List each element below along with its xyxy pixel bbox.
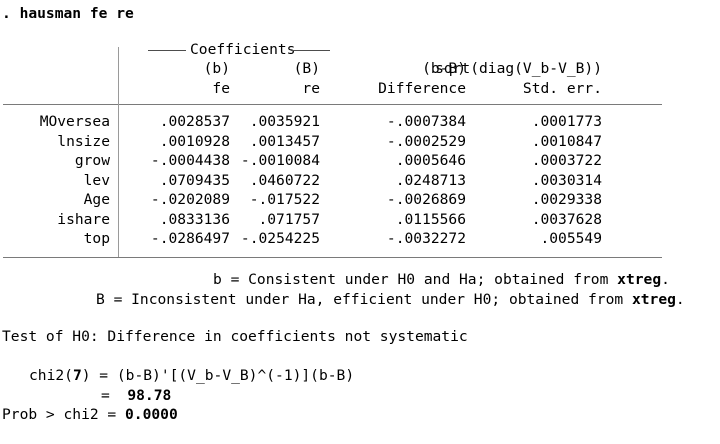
- cell-std-err: .0037628: [531, 210, 602, 228]
- header-capital-b-2: re: [302, 80, 320, 97]
- cell-difference: .0248713: [395, 171, 466, 189]
- table-header-row-2: fe re Difference Std. err.: [0, 79, 720, 99]
- hausman-test-block: Test of H0: Difference in coefficients n…: [2, 327, 720, 425]
- table-header-row-1: (b) (B) (b-B) sqrt(diag(V_b-V_B)): [0, 59, 720, 79]
- test-heading: Test of H0: Difference in coefficients n…: [2, 328, 468, 345]
- cell-variable: top: [83, 230, 110, 247]
- cell-variable: ishare: [57, 210, 110, 228]
- coefficients-label: Coefficients: [190, 41, 296, 58]
- table-row: ishare .0833136 .071757 .0115566 .0037628: [0, 210, 720, 230]
- header-difference-1: (b-B): [422, 60, 466, 77]
- cell-difference: -.0007384: [386, 113, 466, 130]
- banner-dash-left-icon: [148, 50, 186, 51]
- cell-b: .0709435: [159, 171, 230, 189]
- note-b-prefix: b = Consistent under H0 and Ha; obtained…: [213, 271, 618, 288]
- cell-capital-b: -.0010084: [240, 152, 320, 169]
- chi2-value-line: = 98.78: [2, 386, 720, 406]
- cell-std-err: .005549: [540, 230, 602, 247]
- cell-b: .0833136: [159, 210, 230, 228]
- prob-chi2-value: 0.0000: [125, 406, 178, 423]
- chi2-formula-line: chi2(7) = (b-B)'[(V_b-V_B)^(-1)](b-B): [2, 366, 720, 386]
- cell-capital-b: -.017522: [249, 191, 320, 208]
- chi2-label-prefix: chi2(: [29, 367, 73, 384]
- cell-variable: MOversea: [39, 113, 110, 130]
- chi2-equals-sign: =: [101, 386, 128, 404]
- cell-difference: -.0026869: [386, 191, 466, 208]
- note-b-estimator: xtreg: [617, 271, 662, 288]
- cell-capital-b: .071757: [258, 210, 320, 228]
- chi2-label-suffix: ) =: [81, 367, 117, 384]
- header-std-err-1: sqrt(diag(V_b-V_B)): [435, 60, 602, 77]
- header-std-err-2: Std. err.: [522, 80, 602, 97]
- chi2-degrees-of-freedom: 7: [72, 367, 82, 384]
- cell-variable: lnsize: [57, 132, 110, 150]
- header-b-1: (b): [203, 60, 230, 77]
- cell-difference: .0005646: [395, 152, 466, 169]
- cell-std-err: .0003722: [531, 152, 602, 169]
- prob-chi2-label: Prob > chi2 =: [2, 406, 126, 423]
- cell-b: -.0202089: [150, 191, 230, 208]
- cell-variable: Age: [83, 191, 110, 208]
- table-row: lev .0709435 .0460722 .0248713 .0030314: [0, 171, 720, 191]
- cell-std-err: .0029338: [531, 191, 602, 208]
- note-capital-b-prefix: B = Inconsistent under Ha, efficient und…: [96, 290, 632, 308]
- table-row: grow -.0004438 -.0010084 .0005646 .0003722: [0, 151, 720, 171]
- banner-dash-right-icon: [292, 50, 330, 51]
- note-b-suffix: .: [661, 271, 670, 288]
- table-body: MOversea .0028537 .0035921 -.0007384 .000177…: [0, 112, 720, 249]
- cell-capital-b: .0460722: [249, 171, 320, 189]
- cell-b: .0010928: [159, 132, 230, 150]
- note-capital-b-inconsistent: B = Inconsistent under Ha, efficient und…: [0, 290, 720, 310]
- table-row: Age -.0202089 -.017522 -.0026869 .0029338: [0, 190, 720, 210]
- prob-chi2-line: Prob > chi2 = 0.0000: [2, 405, 720, 425]
- cell-difference: -.0002529: [386, 132, 466, 150]
- table-notes: b = Consistent under H0 and Ha; obtained…: [0, 270, 720, 309]
- cell-difference: .0115566: [395, 210, 466, 228]
- cell-std-err: .0010847: [531, 132, 602, 150]
- chi2-statistic-value: 98.78: [127, 386, 172, 404]
- coefficients-banner: Coefficients: [0, 40, 720, 60]
- cell-capital-b: .0035921: [249, 113, 320, 130]
- header-b-2: fe: [212, 80, 230, 97]
- table-row: lnsize .0010928 .0013457 -.0002529 .0010847: [0, 132, 720, 152]
- command-echo-line: . hausman fe re: [2, 5, 134, 22]
- table-rule-vertical: [118, 47, 119, 258]
- cell-variable: lev: [83, 171, 110, 189]
- note-capital-b-suffix: .: [675, 290, 685, 308]
- cell-std-err: .0001773: [531, 113, 602, 130]
- cell-capital-b: .0013457: [249, 132, 320, 150]
- cell-difference: -.0032272: [386, 230, 466, 247]
- chi2-formula: (b-B)'[(V_b-V_B)^(-1)](b-B): [116, 367, 355, 384]
- cell-b: -.0004438: [150, 152, 230, 169]
- table-row: top -.0286497 -.0254225 -.0032272 .005549: [0, 229, 720, 249]
- cell-b: -.0286497: [150, 230, 230, 247]
- header-capital-b-1: (B): [293, 60, 320, 77]
- cell-capital-b: -.0254225: [240, 230, 320, 247]
- cell-b: .0028537: [159, 113, 230, 130]
- cell-std-err: .0030314: [531, 171, 602, 189]
- table-row: MOversea .0028537 .0035921 -.0007384 .000177…: [0, 112, 720, 132]
- header-difference-2: Difference: [378, 80, 466, 97]
- table-rule-top: [3, 104, 662, 105]
- note-capital-b-estimator: xtreg: [631, 290, 676, 308]
- cell-variable: grow: [74, 152, 110, 169]
- table-rule-bottom: [3, 257, 662, 258]
- note-b-consistent: b = Consistent under H0 and Ha; obtained…: [0, 270, 720, 290]
